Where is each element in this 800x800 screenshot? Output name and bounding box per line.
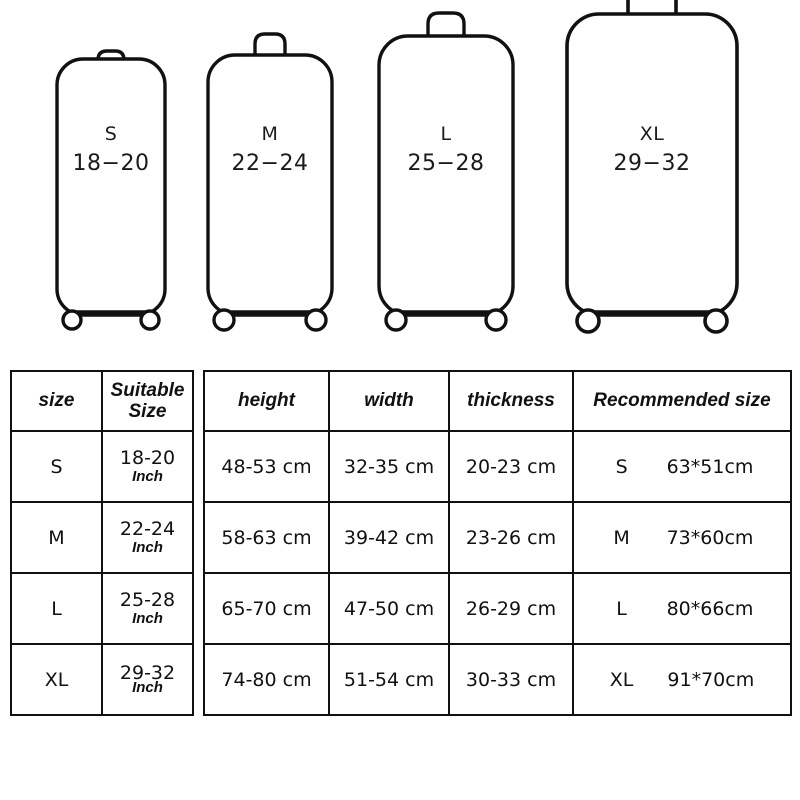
suitcase-m: M 22−24 (200, 30, 340, 360)
size-cell: S (10, 430, 103, 503)
width-cell: 32-35 cm (328, 430, 450, 503)
dims-header-recommended-size: Recommended size (572, 370, 792, 432)
recommended-size-dim: 63*51cm (666, 455, 754, 478)
size-cell: L (10, 572, 103, 645)
height-cell: 65-70 cm (203, 572, 330, 645)
recommended-cell: M 73*60cm (572, 501, 792, 574)
suitable-cell: 18-20 Inch (101, 430, 194, 503)
recommended-size-code: M (613, 526, 630, 549)
table-row: 65-70 cm 47-50 cm 26-29 cm L 80*66cm (203, 572, 792, 645)
suitcase-s: S 18−20 (48, 30, 174, 360)
table-row: L 25-28 Inch (10, 572, 194, 645)
recommended-cell: S 63*51cm (572, 430, 792, 503)
suitable-value: 22-24 (119, 518, 176, 540)
dims-header-height: height (203, 370, 330, 432)
recommended-cell: XL 91*70cm (572, 643, 792, 716)
thickness-cell: 20-23 cm (448, 430, 574, 503)
width-cell: 47-50 cm (328, 572, 450, 645)
dims-header-thickness: thickness (448, 370, 574, 432)
suitable-unit: Inch (132, 539, 163, 556)
size-table: size Suitable Size S 18-20 Inch M 22-24 … (10, 370, 194, 716)
suitable-value: 25-28 (119, 589, 176, 611)
suitable-cell: 29-32 Inch (101, 643, 194, 716)
suitcase-xl: XL 29−32 (562, 0, 742, 360)
size-table-header-suitable: Suitable Size (101, 370, 194, 432)
recommended-size-code: XL (609, 668, 634, 691)
table-row: S 18-20 Inch (10, 430, 194, 503)
table-row: 74-80 cm 51-54 cm 30-33 cm XL 91*70cm (203, 643, 792, 716)
table-row: M 22-24 Inch (10, 501, 194, 574)
suitcase-xl-drawing (565, 0, 739, 334)
recommended-size-dim: 80*66cm (666, 597, 754, 620)
thickness-cell: 23-26 cm (448, 501, 574, 574)
dimensions-table-header-row: height width thickness Recommended size (203, 370, 792, 432)
suitcase-l: L 25−28 (372, 11, 520, 360)
suitable-value: 18-20 (119, 447, 176, 469)
dimensions-table: height width thickness Recommended size … (203, 370, 792, 716)
dims-header-width: width (328, 370, 450, 432)
recommended-size-dim: 73*60cm (666, 526, 754, 549)
size-cell: M (10, 501, 103, 574)
height-cell: 48-53 cm (203, 430, 330, 503)
suitable-value: 29-32 (119, 662, 176, 684)
table-row: 58-63 cm 39-42 cm 23-26 cm M 73*60cm (203, 501, 792, 574)
luggage-illustrations: S 18−20 M 22−24 L 25−28 (0, 0, 800, 360)
thickness-cell: 26-29 cm (448, 572, 574, 645)
height-cell: 58-63 cm (203, 501, 330, 574)
suitable-cell: 25-28 Inch (101, 572, 194, 645)
recommended-size-code: S (615, 455, 628, 478)
width-cell: 39-42 cm (328, 501, 450, 574)
suitable-unit: Inch (132, 468, 163, 485)
suitable-unit: Inch (132, 610, 163, 627)
size-cell: XL (10, 643, 103, 716)
suitcase-m-drawing (206, 32, 334, 332)
recommended-cell: L 80*66cm (572, 572, 792, 645)
recommended-size-dim: 91*70cm (667, 668, 755, 691)
suitable-unit: Inch (132, 679, 163, 696)
suitcase-s-drawing (55, 49, 167, 331)
size-table-header-size: size (10, 370, 103, 432)
table-row: 48-53 cm 32-35 cm 20-23 cm S 63*51cm (203, 430, 792, 503)
width-cell: 51-54 cm (328, 643, 450, 716)
height-cell: 74-80 cm (203, 643, 330, 716)
size-table-header-row: size Suitable Size (10, 370, 194, 432)
recommended-size-code: L (616, 597, 627, 620)
suitable-cell: 22-24 Inch (101, 501, 194, 574)
suitcase-l-drawing (377, 11, 515, 332)
thickness-cell: 30-33 cm (448, 643, 574, 716)
table-row: XL 29-32 Inch (10, 643, 194, 716)
